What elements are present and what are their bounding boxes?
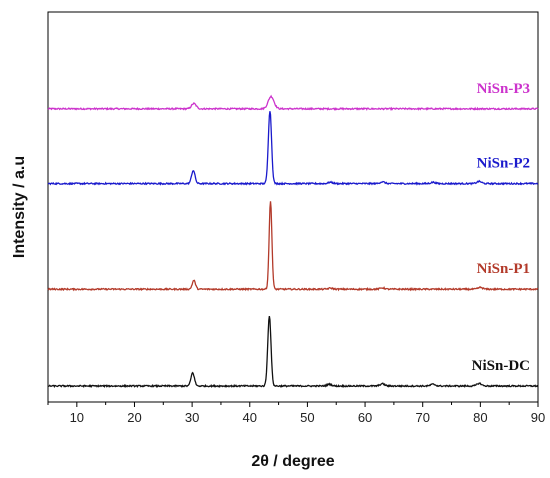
x-tick-label: 50 bbox=[300, 410, 314, 425]
series-labels: NiSn-P3 NiSn-P2 NiSn-P1 NiSn-DC bbox=[472, 81, 530, 374]
x-tick-label: 10 bbox=[70, 410, 84, 425]
x-tick-label: 60 bbox=[358, 410, 372, 425]
series-label-nisn-dc: NiSn-DC bbox=[472, 358, 530, 374]
x-tick-label: 90 bbox=[531, 410, 545, 425]
x-tick-label: 70 bbox=[415, 410, 429, 425]
x-tick-label: 20 bbox=[127, 410, 141, 425]
x-tick-label: 40 bbox=[243, 410, 257, 425]
y-axis-title: Intensity / a.u bbox=[11, 156, 28, 258]
x-tick-label: 30 bbox=[185, 410, 199, 425]
series-layer bbox=[47, 94, 539, 389]
series-line-nisn-p3 bbox=[47, 94, 539, 112]
series-label-nisn-p3: NiSn-P3 bbox=[477, 81, 530, 97]
x-tick-label: 80 bbox=[473, 410, 487, 425]
series-line-nisn-p1 bbox=[47, 201, 539, 292]
series-line-nisn-p2 bbox=[47, 111, 539, 186]
x-axis-title: 2θ / degree bbox=[251, 453, 334, 470]
series-label-nisn-p2: NiSn-P2 bbox=[477, 156, 530, 172]
x-axis-ticks: 10 20 30 40 50 60 70 80 90 bbox=[47, 402, 545, 425]
series-line-nisn-dc bbox=[47, 315, 539, 389]
series-label-nisn-p1: NiSn-P1 bbox=[477, 261, 530, 277]
plot-frame bbox=[47, 11, 539, 403]
